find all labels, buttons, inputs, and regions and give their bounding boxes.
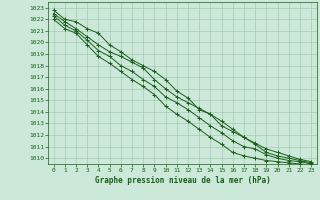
X-axis label: Graphe pression niveau de la mer (hPa): Graphe pression niveau de la mer (hPa) bbox=[94, 176, 270, 185]
